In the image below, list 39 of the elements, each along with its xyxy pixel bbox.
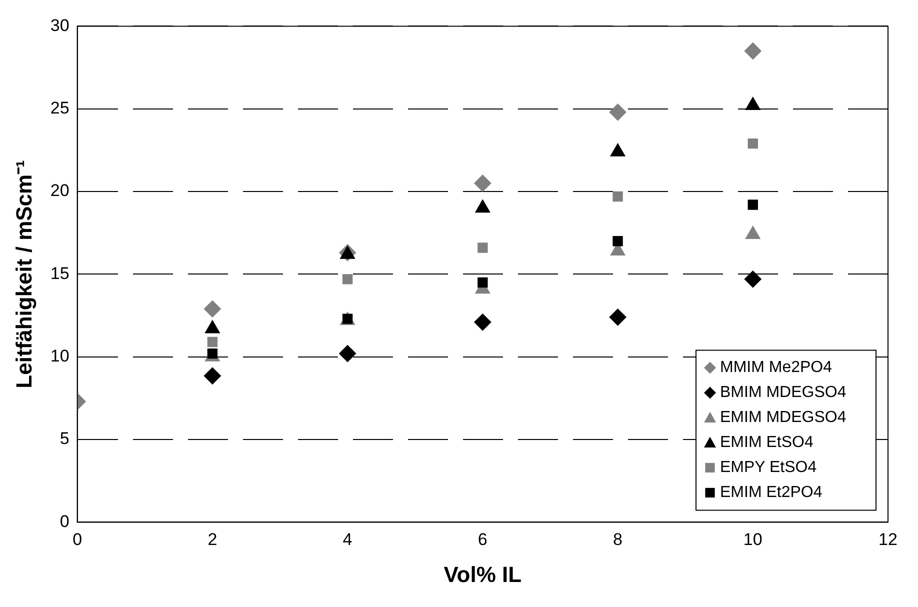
- y-axis-title: Leitfähigkeit / mScm⁻¹: [11, 160, 36, 388]
- y-tick-label: 30: [50, 16, 70, 35]
- point: [204, 367, 221, 384]
- point: [339, 345, 356, 362]
- x-tick-label: 0: [72, 530, 82, 550]
- point: [474, 174, 492, 192]
- point: [612, 236, 623, 246]
- legend-label: MMIM Me2PO4: [720, 359, 832, 376]
- y-tick-label: 25: [50, 98, 70, 118]
- y-tick-label: 0: [60, 512, 70, 531]
- x-tick-label: 4: [342, 530, 352, 550]
- x-tick-label: 8: [613, 530, 623, 550]
- point: [612, 191, 623, 202]
- x-tick-label: 6: [478, 530, 488, 550]
- point: [744, 42, 762, 60]
- point: [342, 274, 353, 284]
- y-tick-label: 20: [50, 181, 70, 200]
- x-tick-label: 10: [743, 530, 762, 550]
- x-tick-label: 2: [208, 530, 218, 550]
- point: [207, 336, 218, 348]
- x-tick-label: 12: [878, 530, 898, 550]
- point: [748, 138, 758, 149]
- point: [474, 314, 492, 331]
- x-axis-title: Vol% IL: [444, 562, 522, 587]
- point: [478, 277, 488, 288]
- legend-label: EMIM Et2PO4: [720, 484, 822, 502]
- point: [744, 270, 762, 288]
- legend-label: EMIM EtSO4: [720, 434, 814, 452]
- y-tick-label: 5: [60, 429, 70, 448]
- legend-label: EMPY EtSO4: [720, 459, 817, 476]
- point: [609, 308, 626, 326]
- point: [748, 200, 758, 210]
- point: [609, 104, 626, 121]
- y-tick-label: 15: [50, 264, 70, 283]
- y-tick-label: 10: [50, 346, 70, 366]
- point: [204, 300, 221, 318]
- legend-label: EMIM MDEGSO4: [720, 409, 846, 426]
- point: [478, 242, 488, 253]
- legend-label: BMIM MDEGSO4: [720, 384, 846, 402]
